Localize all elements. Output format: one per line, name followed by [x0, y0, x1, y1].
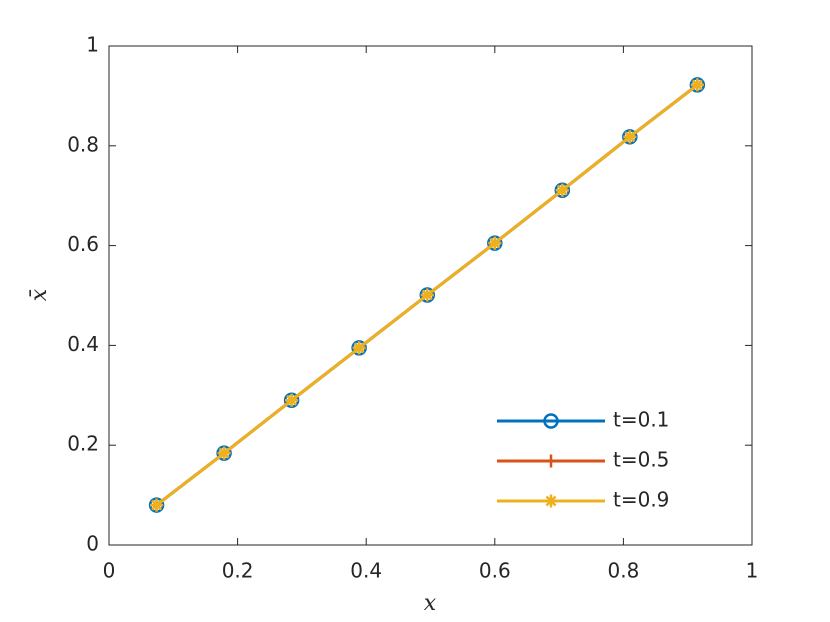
legend-marker	[544, 494, 558, 508]
marker	[285, 393, 299, 407]
legend-marker	[544, 454, 558, 468]
y-tick-label: 0.8	[67, 132, 99, 156]
legend-marker	[543, 413, 559, 429]
x-tick-label: 0.6	[479, 559, 511, 583]
y-tick-label: 0.6	[67, 232, 99, 256]
y-tick-label: 0.2	[67, 432, 99, 456]
x-tick-label: 0.4	[350, 559, 382, 583]
x-axis-label: x	[424, 591, 437, 616]
marker	[555, 183, 569, 197]
y-tick-label: 0.4	[67, 332, 99, 356]
x-tick-label: 0.2	[222, 559, 254, 583]
marker	[217, 446, 231, 460]
legend-label: t=0.5	[613, 448, 669, 472]
marker	[488, 236, 502, 250]
marker	[352, 341, 366, 355]
marker	[420, 288, 434, 302]
x-tick-label: 0.8	[607, 559, 639, 583]
y-tick-label: 0	[86, 532, 99, 556]
marker	[690, 78, 704, 92]
x-tick-label: 0	[103, 559, 116, 583]
legend-label: t=0.9	[613, 488, 669, 512]
x-tick-label: 1	[746, 559, 759, 583]
y-axis-label: x̄	[27, 288, 52, 301]
y-tick-label: 1	[86, 33, 99, 57]
marker	[150, 498, 164, 512]
legend-label: t=0.1	[613, 408, 669, 432]
marker	[623, 130, 637, 144]
